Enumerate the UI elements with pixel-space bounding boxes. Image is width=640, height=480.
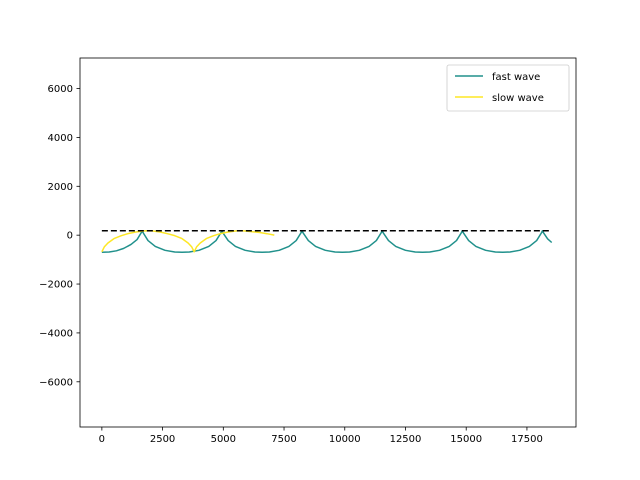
plot-lines <box>101 230 553 254</box>
x-axis-ticks: 0 2500 5000 7500 10000 12500 15000 17500 <box>99 427 543 445</box>
x-tick-label: 7500 <box>271 434 296 445</box>
x-tick-label: 2500 <box>150 434 175 445</box>
y-tick-label: −2000 <box>39 280 73 291</box>
y-axis-ticks: −6000 −4000 −2000 0 2000 4000 6000 <box>39 84 80 388</box>
legend-label-fast-wave: fast wave <box>492 72 540 83</box>
chart: 0 2500 5000 7500 10000 12500 15000 17500 −6000−… <box>39 57 577 445</box>
x-tick-label: 15000 <box>450 434 482 445</box>
y-tick-label: −4000 <box>39 328 73 339</box>
y-tick-label: 6000 <box>48 84 73 95</box>
x-tick-label: 17500 <box>511 434 543 445</box>
y-tick-label: −6000 <box>39 377 73 388</box>
axes-frame <box>79 57 577 428</box>
legend: fast wave slow wave <box>446 64 570 112</box>
y-tick-label: 4000 <box>48 133 73 144</box>
fast-wave-line <box>101 230 553 254</box>
y-tick-label: 0 <box>67 231 73 242</box>
x-tick-label: 5000 <box>211 434 236 445</box>
x-tick-label: 0 <box>99 434 105 445</box>
legend-label-slow-wave: slow wave <box>492 93 544 104</box>
y-tick-label: 2000 <box>48 182 73 193</box>
x-tick-label: 12500 <box>390 434 422 445</box>
x-tick-label: 10000 <box>329 434 361 445</box>
